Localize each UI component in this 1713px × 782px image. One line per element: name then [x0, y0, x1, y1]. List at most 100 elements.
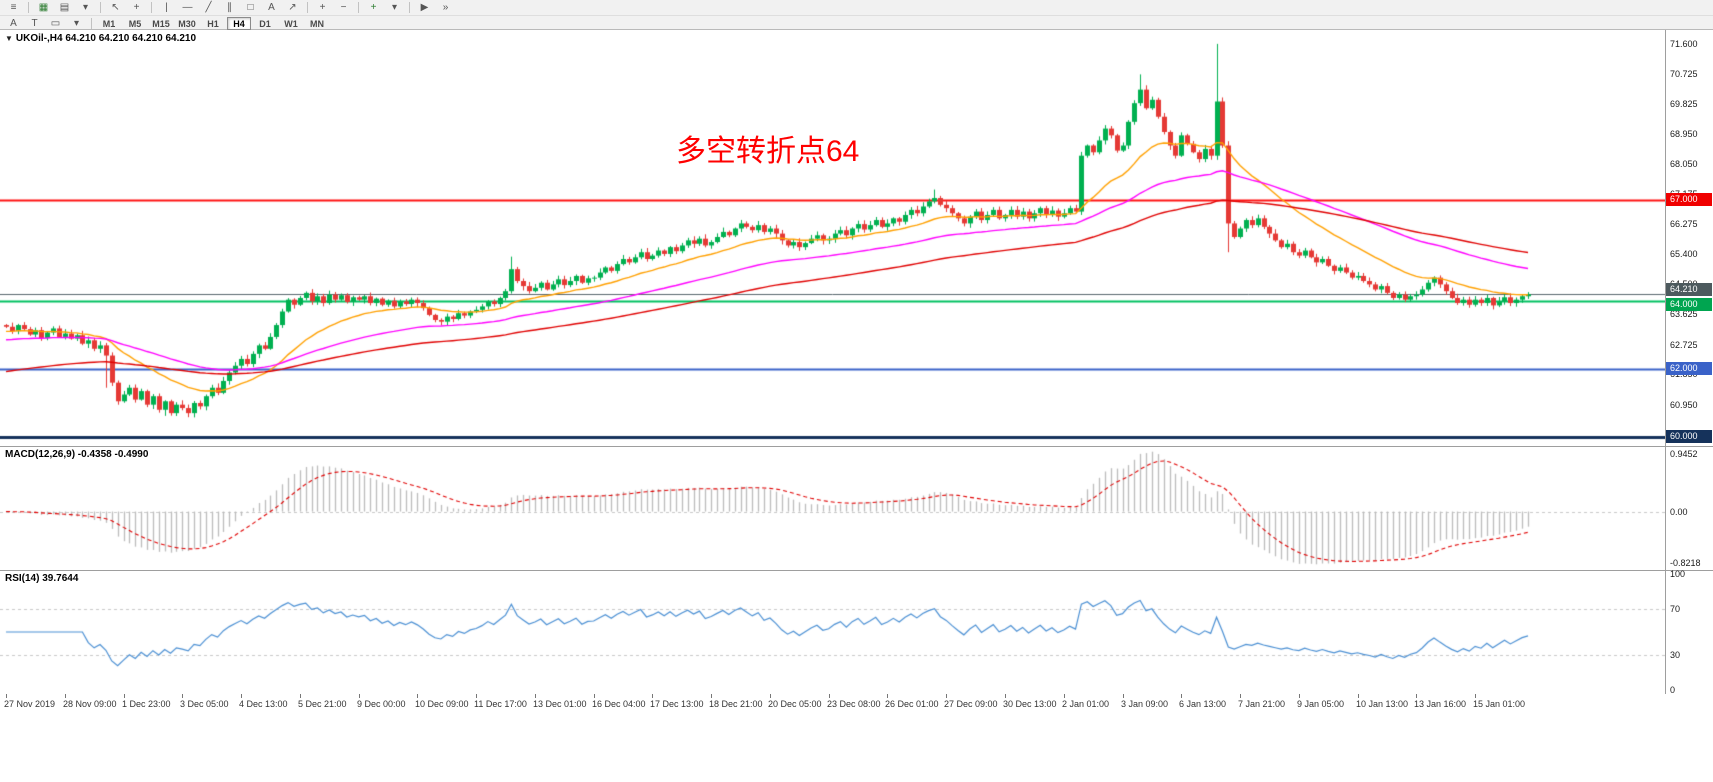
time-axis-label: 26 Dec 01:00 — [885, 699, 939, 709]
timeframe-button-w1[interactable]: W1 — [284, 18, 298, 29]
time-axis-tick — [417, 694, 418, 698]
time-axis-label: 5 Dec 21:00 — [298, 699, 347, 709]
time-axis[interactable]: 27 Nov 2019 28 Nov 09:00 1 Dec 23:00 3 Dec … — [0, 694, 1713, 716]
macd-scale-label: 0.9452 — [1670, 449, 1698, 459]
timeframe-button-m30[interactable]: M30 — [178, 18, 196, 29]
time-axis-tick — [946, 694, 947, 698]
crosshair-icon[interactable]: + — [133, 2, 140, 13]
time-axis-tick — [359, 694, 360, 698]
price-axis-tick: 62.725 — [1670, 339, 1698, 350]
price-scale[interactable]: 71.60070.72569.82568.95068.05067.17566.2… — [1666, 30, 1713, 695]
macd-scale-label: 0.00 — [1670, 506, 1688, 517]
rsi-scale-label: 0 — [1670, 685, 1676, 695]
time-axis-label: 28 Nov 09:00 — [63, 699, 117, 709]
time-axis-tick — [711, 694, 712, 698]
chart-shift-icon[interactable]: » — [442, 2, 449, 13]
panel-separator-main-macd[interactable] — [0, 446, 1713, 447]
time-axis-tick — [1358, 694, 1359, 698]
cursor-icon[interactable]: ↖ — [111, 2, 120, 13]
time-axis-label: 1 Dec 23:00 — [122, 699, 171, 709]
price-axis-tick: 60.950 — [1670, 399, 1698, 410]
time-axis-tick — [124, 694, 125, 698]
time-axis-label: 4 Dec 13:00 — [239, 699, 288, 709]
price-axis-tick: 66.275 — [1670, 219, 1698, 230]
time-axis-tick — [1240, 694, 1241, 698]
toolbar-separator — [91, 18, 92, 29]
price-badge-64-210: 64.210 — [1666, 283, 1712, 297]
zoom-in-icon[interactable]: + — [319, 2, 326, 13]
time-axis-label: 27 Nov 2019 — [4, 699, 56, 709]
timeframe-button-mn[interactable]: MN — [310, 18, 324, 29]
horizontal-line-icon[interactable]: — — [182, 2, 193, 13]
macd-panel-canvas[interactable] — [0, 446, 1665, 570]
menu-icon[interactable]: ≡ — [10, 2, 17, 13]
time-axis-tick — [1123, 694, 1124, 698]
time-axis-label: 27 Dec 09:00 — [944, 699, 998, 709]
text-label-tool[interactable]: A — [10, 18, 17, 29]
toolbar-separator — [307, 2, 308, 13]
price-scale-separator — [1665, 30, 1666, 716]
shapes-icon[interactable]: □ — [247, 2, 254, 13]
rsi-scale-label: 100 — [1670, 569, 1686, 579]
indicators-dropdown-icon[interactable]: ▾ — [391, 2, 398, 13]
indicators-icon[interactable]: + — [370, 2, 377, 13]
chevron-down-icon[interactable]: ▼ — [5, 34, 13, 43]
toolbar-separator — [100, 2, 101, 13]
time-axis-label: 10 Jan 13:00 — [1356, 699, 1409, 709]
time-axis-label: 9 Jan 05:00 — [1297, 699, 1345, 709]
symbol-ohlc-text: UKOil-,H4 64.210 64.210 64.210 64.210 — [15, 33, 197, 44]
new-chart-icon[interactable]: ▦ — [38, 2, 49, 13]
time-axis-label: 13 Dec 01:00 — [533, 699, 587, 709]
zoom-out-icon[interactable]: − — [340, 2, 347, 13]
toolbar-separator — [151, 2, 152, 13]
chart-profiles-icon[interactable]: ▤ — [59, 2, 70, 13]
price-axis-tick: 71.600 — [1670, 38, 1698, 49]
toolbar-separator — [28, 2, 29, 13]
time-axis-tick — [1181, 694, 1182, 698]
time-axis-tick — [1416, 694, 1417, 698]
macd-scale-label: -0.8218 — [1670, 558, 1701, 568]
panel-separator-macd-rsi[interactable] — [0, 570, 1713, 571]
timeframe-button-m1[interactable]: M1 — [102, 18, 116, 29]
price-badge-60-000: 60.000 — [1666, 429, 1712, 443]
draw-tool[interactable]: ▭ — [50, 18, 61, 29]
text-tool[interactable]: T — [31, 18, 38, 29]
time-axis-label: 15 Jan 01:00 — [1473, 699, 1526, 709]
timeframe-button-m15[interactable]: M15 — [152, 18, 170, 29]
time-axis-label: 7 Jan 21:00 — [1238, 699, 1286, 709]
toolbar-separator — [409, 2, 410, 13]
time-axis-label: 30 Dec 13:00 — [1003, 699, 1057, 709]
time-axis-label: 2 Jan 01:00 — [1062, 699, 1110, 709]
draw-tool-dropdown-icon[interactable]: ▾ — [73, 18, 80, 29]
text-icon[interactable]: A — [268, 2, 275, 13]
time-axis-tick — [594, 694, 595, 698]
price-axis-tick: 65.400 — [1670, 248, 1698, 259]
timeframe-button-h4[interactable]: H4 — [227, 17, 251, 30]
time-axis-tick — [182, 694, 183, 698]
timeframe-button-d1[interactable]: D1 — [259, 18, 271, 29]
time-axis-label: 3 Jan 09:00 — [1121, 699, 1169, 709]
rsi-scale-label: 70 — [1670, 603, 1681, 614]
time-axis-label: 17 Dec 13:00 — [650, 699, 704, 709]
trendline-icon[interactable]: ╱ — [205, 2, 212, 13]
rsi-panel-canvas[interactable] — [0, 570, 1665, 694]
time-axis-tick — [1475, 694, 1476, 698]
chart-annotation-text[interactable]: 多空转折点64 — [676, 135, 860, 168]
arrow-icon[interactable]: ↗ — [288, 2, 297, 13]
timeframe-button-m5[interactable]: M5 — [128, 18, 142, 29]
time-axis-label: 3 Dec 05:00 — [180, 699, 229, 709]
profiles-dropdown-icon[interactable]: ▾ — [82, 2, 89, 13]
main-chart-canvas[interactable] — [0, 30, 1665, 446]
macd-indicator-label: MACD(12,26,9) -0.4358 -0.4990 — [5, 449, 149, 460]
timeframe-button-h1[interactable]: H1 — [207, 18, 219, 29]
toolbar-row-2: A T ▭ ▾ M1 M5 M15 M30 H1 H4 D1 W1 MN — [0, 16, 1713, 31]
channel-icon[interactable]: ∥ — [227, 2, 232, 13]
auto-scroll-icon[interactable]: ▶ — [420, 2, 429, 13]
vertical-line-icon[interactable]: | — [165, 2, 168, 13]
time-axis-tick — [476, 694, 477, 698]
time-axis-label: 10 Dec 09:00 — [415, 699, 469, 709]
price-axis-tick: 68.950 — [1670, 128, 1698, 139]
price-axis-tick: 69.825 — [1670, 99, 1698, 110]
price-axis-tick: 70.725 — [1670, 68, 1698, 79]
time-axis-tick — [1005, 694, 1006, 698]
